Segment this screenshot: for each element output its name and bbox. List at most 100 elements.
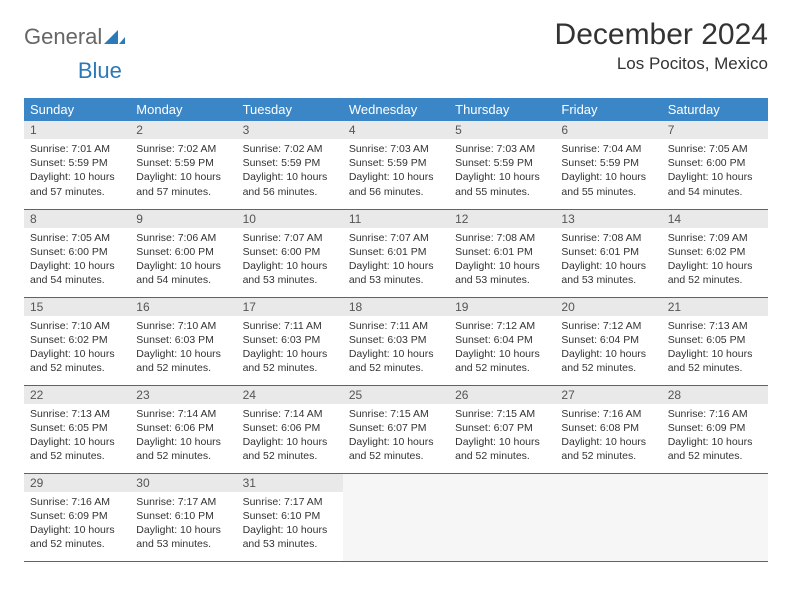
daylight-line: Daylight: 10 hours and 53 minutes. <box>243 523 337 551</box>
calendar-cell: 29Sunrise: 7:16 AMSunset: 6:09 PMDayligh… <box>24 473 130 561</box>
sunset-line: Sunset: 6:01 PM <box>561 245 655 259</box>
day-number: 18 <box>343 298 449 316</box>
sunrise-line: Sunrise: 7:12 AM <box>561 319 655 333</box>
sunrise-line: Sunrise: 7:14 AM <box>243 407 337 421</box>
calendar-cell: 19Sunrise: 7:12 AMSunset: 6:04 PMDayligh… <box>449 297 555 385</box>
day-number: 23 <box>130 386 236 404</box>
calendar-cell: 12Sunrise: 7:08 AMSunset: 6:01 PMDayligh… <box>449 209 555 297</box>
sunset-line: Sunset: 5:59 PM <box>349 156 443 170</box>
sunset-line: Sunset: 6:06 PM <box>243 421 337 435</box>
sunset-line: Sunset: 5:59 PM <box>561 156 655 170</box>
sunrise-line: Sunrise: 7:03 AM <box>455 142 549 156</box>
sunset-line: Sunset: 6:00 PM <box>30 245 124 259</box>
day-number: 8 <box>24 210 130 228</box>
sunset-line: Sunset: 6:05 PM <box>668 333 762 347</box>
location: Los Pocitos, Mexico <box>555 54 768 74</box>
daylight-line: Daylight: 10 hours and 53 minutes. <box>349 259 443 287</box>
daylight-line: Daylight: 10 hours and 52 minutes. <box>668 435 762 463</box>
day-body: Sunrise: 7:06 AMSunset: 6:00 PMDaylight:… <box>130 228 236 294</box>
calendar-week-row: 22Sunrise: 7:13 AMSunset: 6:05 PMDayligh… <box>24 385 768 473</box>
sunset-line: Sunset: 5:59 PM <box>455 156 549 170</box>
sunset-line: Sunset: 6:03 PM <box>243 333 337 347</box>
day-body: Sunrise: 7:11 AMSunset: 6:03 PMDaylight:… <box>343 316 449 382</box>
day-number: 19 <box>449 298 555 316</box>
calendar-cell <box>449 473 555 561</box>
daylight-line: Daylight: 10 hours and 52 minutes. <box>30 523 124 551</box>
sunset-line: Sunset: 6:10 PM <box>136 509 230 523</box>
calendar-week-row: 8Sunrise: 7:05 AMSunset: 6:00 PMDaylight… <box>24 209 768 297</box>
weekday-thursday: Thursday <box>449 98 555 121</box>
daylight-line: Daylight: 10 hours and 53 minutes. <box>136 523 230 551</box>
day-number: 14 <box>662 210 768 228</box>
day-body: Sunrise: 7:17 AMSunset: 6:10 PMDaylight:… <box>130 492 236 558</box>
calendar-week-row: 15Sunrise: 7:10 AMSunset: 6:02 PMDayligh… <box>24 297 768 385</box>
calendar-cell: 23Sunrise: 7:14 AMSunset: 6:06 PMDayligh… <box>130 385 236 473</box>
sunrise-line: Sunrise: 7:15 AM <box>349 407 443 421</box>
sunrise-line: Sunrise: 7:05 AM <box>30 231 124 245</box>
day-body: Sunrise: 7:16 AMSunset: 6:09 PMDaylight:… <box>24 492 130 558</box>
sunrise-line: Sunrise: 7:01 AM <box>30 142 124 156</box>
sunset-line: Sunset: 6:04 PM <box>561 333 655 347</box>
day-body: Sunrise: 7:03 AMSunset: 5:59 PMDaylight:… <box>449 139 555 205</box>
sunset-line: Sunset: 6:04 PM <box>455 333 549 347</box>
daylight-line: Daylight: 10 hours and 53 minutes. <box>561 259 655 287</box>
sunset-line: Sunset: 6:03 PM <box>136 333 230 347</box>
day-body: Sunrise: 7:14 AMSunset: 6:06 PMDaylight:… <box>237 404 343 470</box>
sunset-line: Sunset: 6:03 PM <box>349 333 443 347</box>
day-body: Sunrise: 7:04 AMSunset: 5:59 PMDaylight:… <box>555 139 661 205</box>
logo-text-2: Blue <box>78 58 122 84</box>
sunrise-line: Sunrise: 7:08 AM <box>561 231 655 245</box>
calendar-cell: 30Sunrise: 7:17 AMSunset: 6:10 PMDayligh… <box>130 473 236 561</box>
calendar-cell <box>343 473 449 561</box>
day-body: Sunrise: 7:03 AMSunset: 5:59 PMDaylight:… <box>343 139 449 205</box>
page-title: December 2024 <box>555 18 768 52</box>
sunset-line: Sunset: 6:02 PM <box>30 333 124 347</box>
sunset-line: Sunset: 6:00 PM <box>136 245 230 259</box>
sunrise-line: Sunrise: 7:12 AM <box>455 319 549 333</box>
day-number: 29 <box>24 474 130 492</box>
day-number: 2 <box>130 121 236 139</box>
sunset-line: Sunset: 6:09 PM <box>668 421 762 435</box>
day-number: 22 <box>24 386 130 404</box>
day-number: 4 <box>343 121 449 139</box>
logo: General <box>24 18 126 50</box>
day-number: 6 <box>555 121 661 139</box>
day-number: 1 <box>24 121 130 139</box>
sunrise-line: Sunrise: 7:13 AM <box>30 407 124 421</box>
day-body: Sunrise: 7:17 AMSunset: 6:10 PMDaylight:… <box>237 492 343 558</box>
day-number: 11 <box>343 210 449 228</box>
sunset-line: Sunset: 6:09 PM <box>30 509 124 523</box>
daylight-line: Daylight: 10 hours and 52 minutes. <box>668 347 762 375</box>
daylight-line: Daylight: 10 hours and 56 minutes. <box>349 170 443 198</box>
calendar-cell: 20Sunrise: 7:12 AMSunset: 6:04 PMDayligh… <box>555 297 661 385</box>
sunrise-line: Sunrise: 7:10 AM <box>136 319 230 333</box>
calendar-cell: 1Sunrise: 7:01 AMSunset: 5:59 PMDaylight… <box>24 121 130 209</box>
day-body: Sunrise: 7:12 AMSunset: 6:04 PMDaylight:… <box>555 316 661 382</box>
weekday-tuesday: Tuesday <box>237 98 343 121</box>
sunrise-line: Sunrise: 7:11 AM <box>243 319 337 333</box>
sunrise-line: Sunrise: 7:16 AM <box>668 407 762 421</box>
title-block: December 2024 Los Pocitos, Mexico <box>555 18 768 74</box>
sunset-line: Sunset: 6:02 PM <box>668 245 762 259</box>
sunrise-line: Sunrise: 7:13 AM <box>668 319 762 333</box>
calendar-cell: 10Sunrise: 7:07 AMSunset: 6:00 PMDayligh… <box>237 209 343 297</box>
day-number: 5 <box>449 121 555 139</box>
day-number: 25 <box>343 386 449 404</box>
sunrise-line: Sunrise: 7:04 AM <box>561 142 655 156</box>
day-number: 16 <box>130 298 236 316</box>
sunset-line: Sunset: 6:10 PM <box>243 509 337 523</box>
day-number: 31 <box>237 474 343 492</box>
day-number: 10 <box>237 210 343 228</box>
sunrise-line: Sunrise: 7:17 AM <box>136 495 230 509</box>
daylight-line: Daylight: 10 hours and 52 minutes. <box>243 347 337 375</box>
sunrise-line: Sunrise: 7:07 AM <box>349 231 443 245</box>
day-body: Sunrise: 7:12 AMSunset: 6:04 PMDaylight:… <box>449 316 555 382</box>
calendar-cell: 14Sunrise: 7:09 AMSunset: 6:02 PMDayligh… <box>662 209 768 297</box>
calendar-cell: 17Sunrise: 7:11 AMSunset: 6:03 PMDayligh… <box>237 297 343 385</box>
day-number: 30 <box>130 474 236 492</box>
day-number: 9 <box>130 210 236 228</box>
day-body: Sunrise: 7:15 AMSunset: 6:07 PMDaylight:… <box>449 404 555 470</box>
day-number: 13 <box>555 210 661 228</box>
day-number: 26 <box>449 386 555 404</box>
day-number: 7 <box>662 121 768 139</box>
